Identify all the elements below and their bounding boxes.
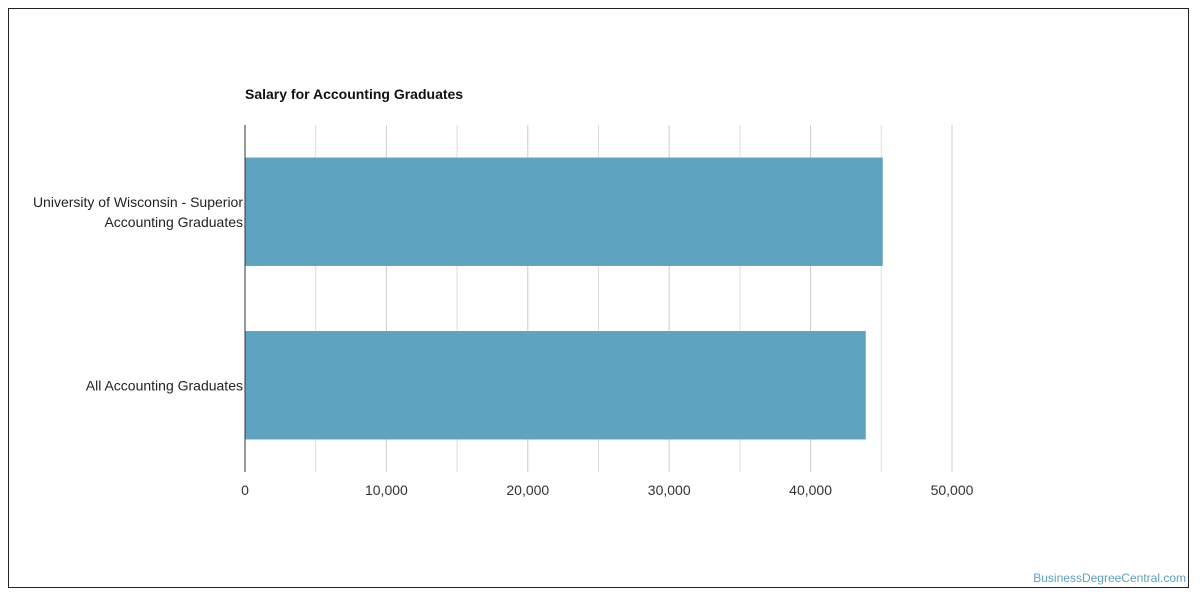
label-layer: 0 10,000 20,000 30,000 40,000 50,000 Universit… — [33, 194, 974, 498]
category-label-0-1: Accounting Graduates — [104, 214, 243, 230]
x-tick-label-1: 10,000 — [365, 482, 408, 498]
bar-1 — [245, 331, 866, 440]
x-tick-label-3: 30,000 — [648, 482, 691, 498]
category-label-1-0: All Accounting Graduates — [86, 377, 243, 393]
watermark-text: BusinessDegreeCentral.com — [1033, 571, 1186, 585]
bar-layer — [245, 157, 883, 440]
chart-title: Salary for Accounting Graduates — [245, 86, 463, 102]
x-tick-label-2: 20,000 — [506, 482, 549, 498]
x-tick-label-5: 50,000 — [931, 482, 974, 498]
x-tick-label-4: 40,000 — [789, 482, 832, 498]
category-label-0-0: University of Wisconsin - Superior — [33, 194, 243, 210]
x-tick-label-0: 0 — [241, 482, 249, 498]
bar-0 — [245, 157, 883, 266]
